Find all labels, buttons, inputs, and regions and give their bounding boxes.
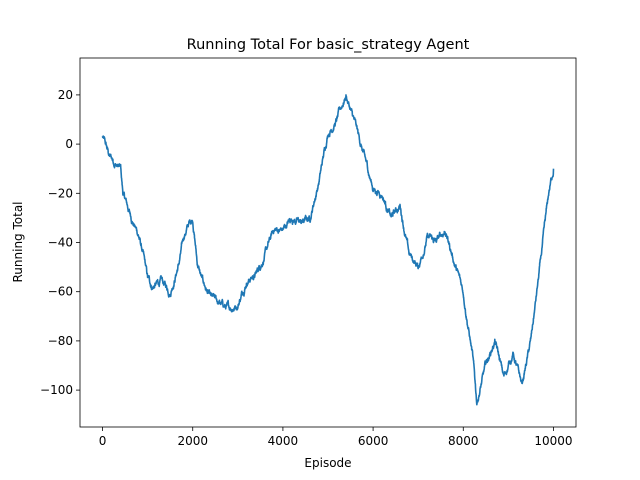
y-axis-ticks: 20 0 −20 −40 −60 −80 −100	[40, 88, 80, 397]
x-tick-label: 2000	[177, 434, 208, 448]
x-tick-label: 6000	[358, 434, 389, 448]
chart-title: Running Total For basic_strategy Agent	[187, 37, 470, 53]
x-tick-label: 4000	[268, 434, 299, 448]
x-tick-label: 10000	[534, 434, 572, 448]
y-tick-label: −60	[48, 285, 73, 299]
x-tick-label: 0	[99, 434, 107, 448]
y-tick-label: −80	[48, 334, 73, 348]
x-axis-label: Episode	[304, 456, 351, 470]
x-axis-ticks: 0 2000 4000 6000 8000 10000	[99, 427, 573, 448]
y-tick-label: −40	[48, 236, 73, 250]
y-tick-label: 0	[65, 137, 73, 151]
y-tick-label: −20	[48, 186, 73, 200]
y-tick-label: 20	[58, 88, 73, 102]
series-line	[101, 94, 555, 406]
y-tick-label: −100	[40, 383, 73, 397]
x-tick-label: 8000	[448, 434, 479, 448]
y-axis-label: Running Total	[11, 201, 25, 282]
